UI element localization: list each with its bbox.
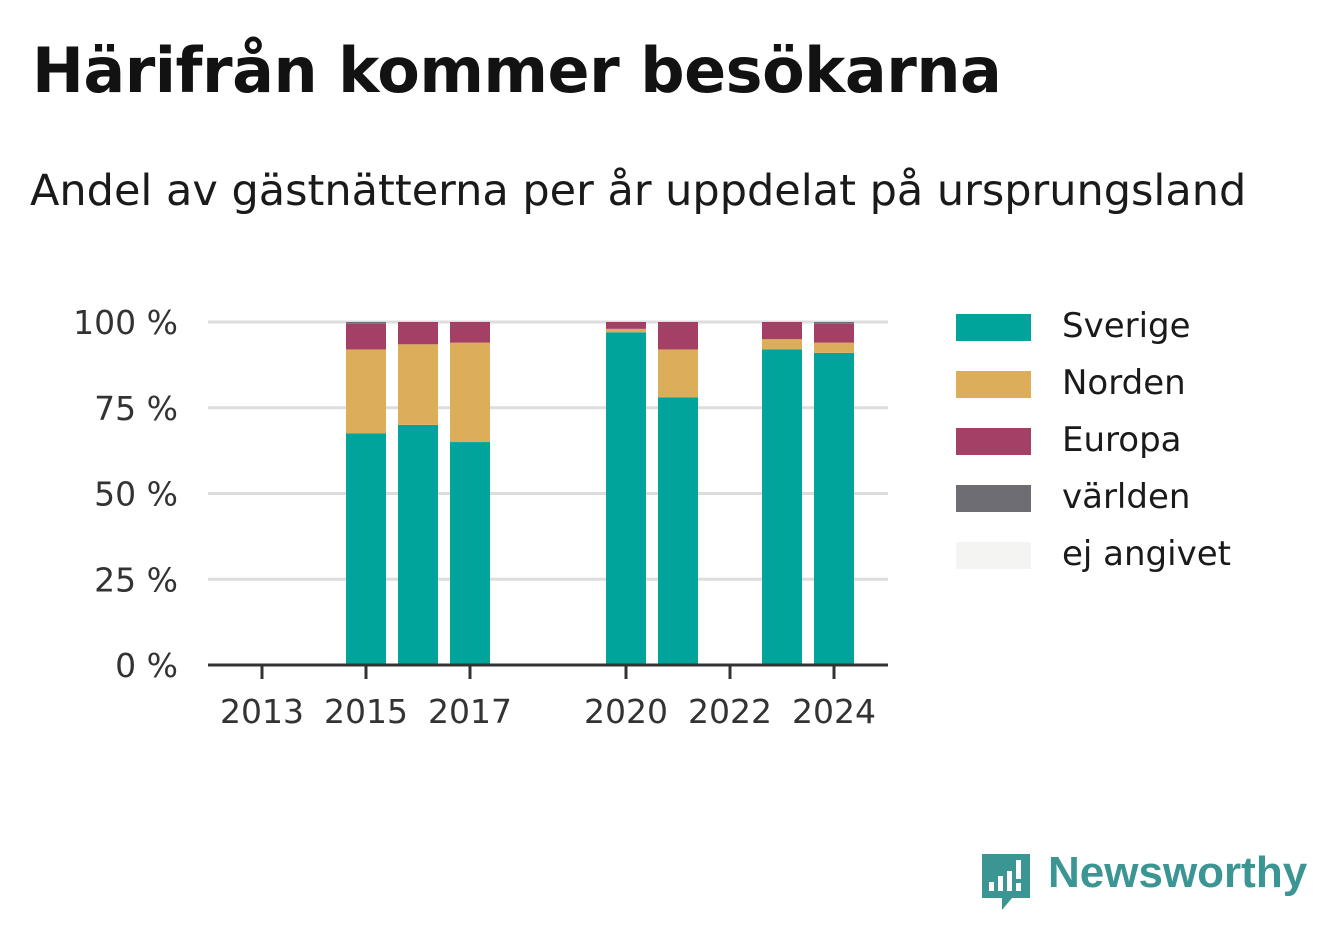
legend-swatch [956, 485, 1031, 512]
bar-segment [658, 397, 698, 665]
y-tick-label: 25 % [94, 560, 178, 599]
legend-swatch [956, 371, 1031, 398]
bar-segment [658, 349, 698, 398]
legend-label: Norden [1062, 363, 1186, 403]
bars [346, 322, 854, 665]
x-tick-label: 2020 [584, 692, 668, 731]
bar-segment [606, 332, 646, 665]
legend-label: Sverige [1062, 306, 1191, 346]
y-tick-label: 50 % [94, 475, 178, 514]
y-tick-label: 75 % [94, 389, 178, 428]
bar-segment [762, 339, 802, 350]
legend-label: ej angivet [1062, 534, 1231, 574]
bar-segment [762, 322, 802, 340]
bar-segment [606, 328, 646, 333]
bar-segment [398, 322, 438, 345]
bar-segment [450, 342, 490, 443]
chart-subtitle: Andel av gästnätterna per år uppdelat på… [30, 166, 1247, 216]
x-tick-label: 2015 [324, 692, 408, 731]
y-tick-label: 100 % [73, 303, 178, 342]
x-tick-label: 2022 [688, 692, 772, 731]
brand-name: Newsworthy [1048, 848, 1308, 897]
bar-segment [658, 322, 698, 350]
legend-swatch [956, 428, 1031, 455]
chart-title: Härifrån kommer besökarna [32, 34, 1002, 107]
newsworthy-logo-icon [982, 854, 1030, 910]
bar-segment [814, 352, 854, 665]
legend-label: Europa [1062, 420, 1182, 460]
bar-segment [814, 323, 854, 343]
bar-segment [814, 322, 854, 324]
y-axis-tick-labels: 0 % 25 % 50 % 75 % 100 % [73, 303, 178, 685]
bar-segment [450, 442, 490, 665]
y-tick-label: 0 % [115, 646, 178, 685]
bar-segment [814, 342, 854, 353]
bar-segment [346, 322, 386, 324]
bar-segment [346, 433, 386, 665]
legend-swatch [956, 542, 1031, 569]
legend-label: världen [1062, 477, 1191, 517]
bar-segment [346, 349, 386, 434]
x-tick-label: 2013 [220, 692, 304, 731]
x-tick-label: 2017 [428, 692, 512, 731]
x-tick-label: 2024 [792, 692, 876, 731]
bar-segment [346, 323, 386, 350]
bar-segment [762, 349, 802, 665]
x-axis: 2013 2015 2017 2020 2022 2024 [208, 663, 888, 731]
bar-segment [450, 322, 490, 343]
legend-swatch [956, 314, 1031, 341]
bar-segment [398, 424, 438, 665]
bar-segment [606, 322, 646, 329]
bar-segment [398, 344, 438, 425]
